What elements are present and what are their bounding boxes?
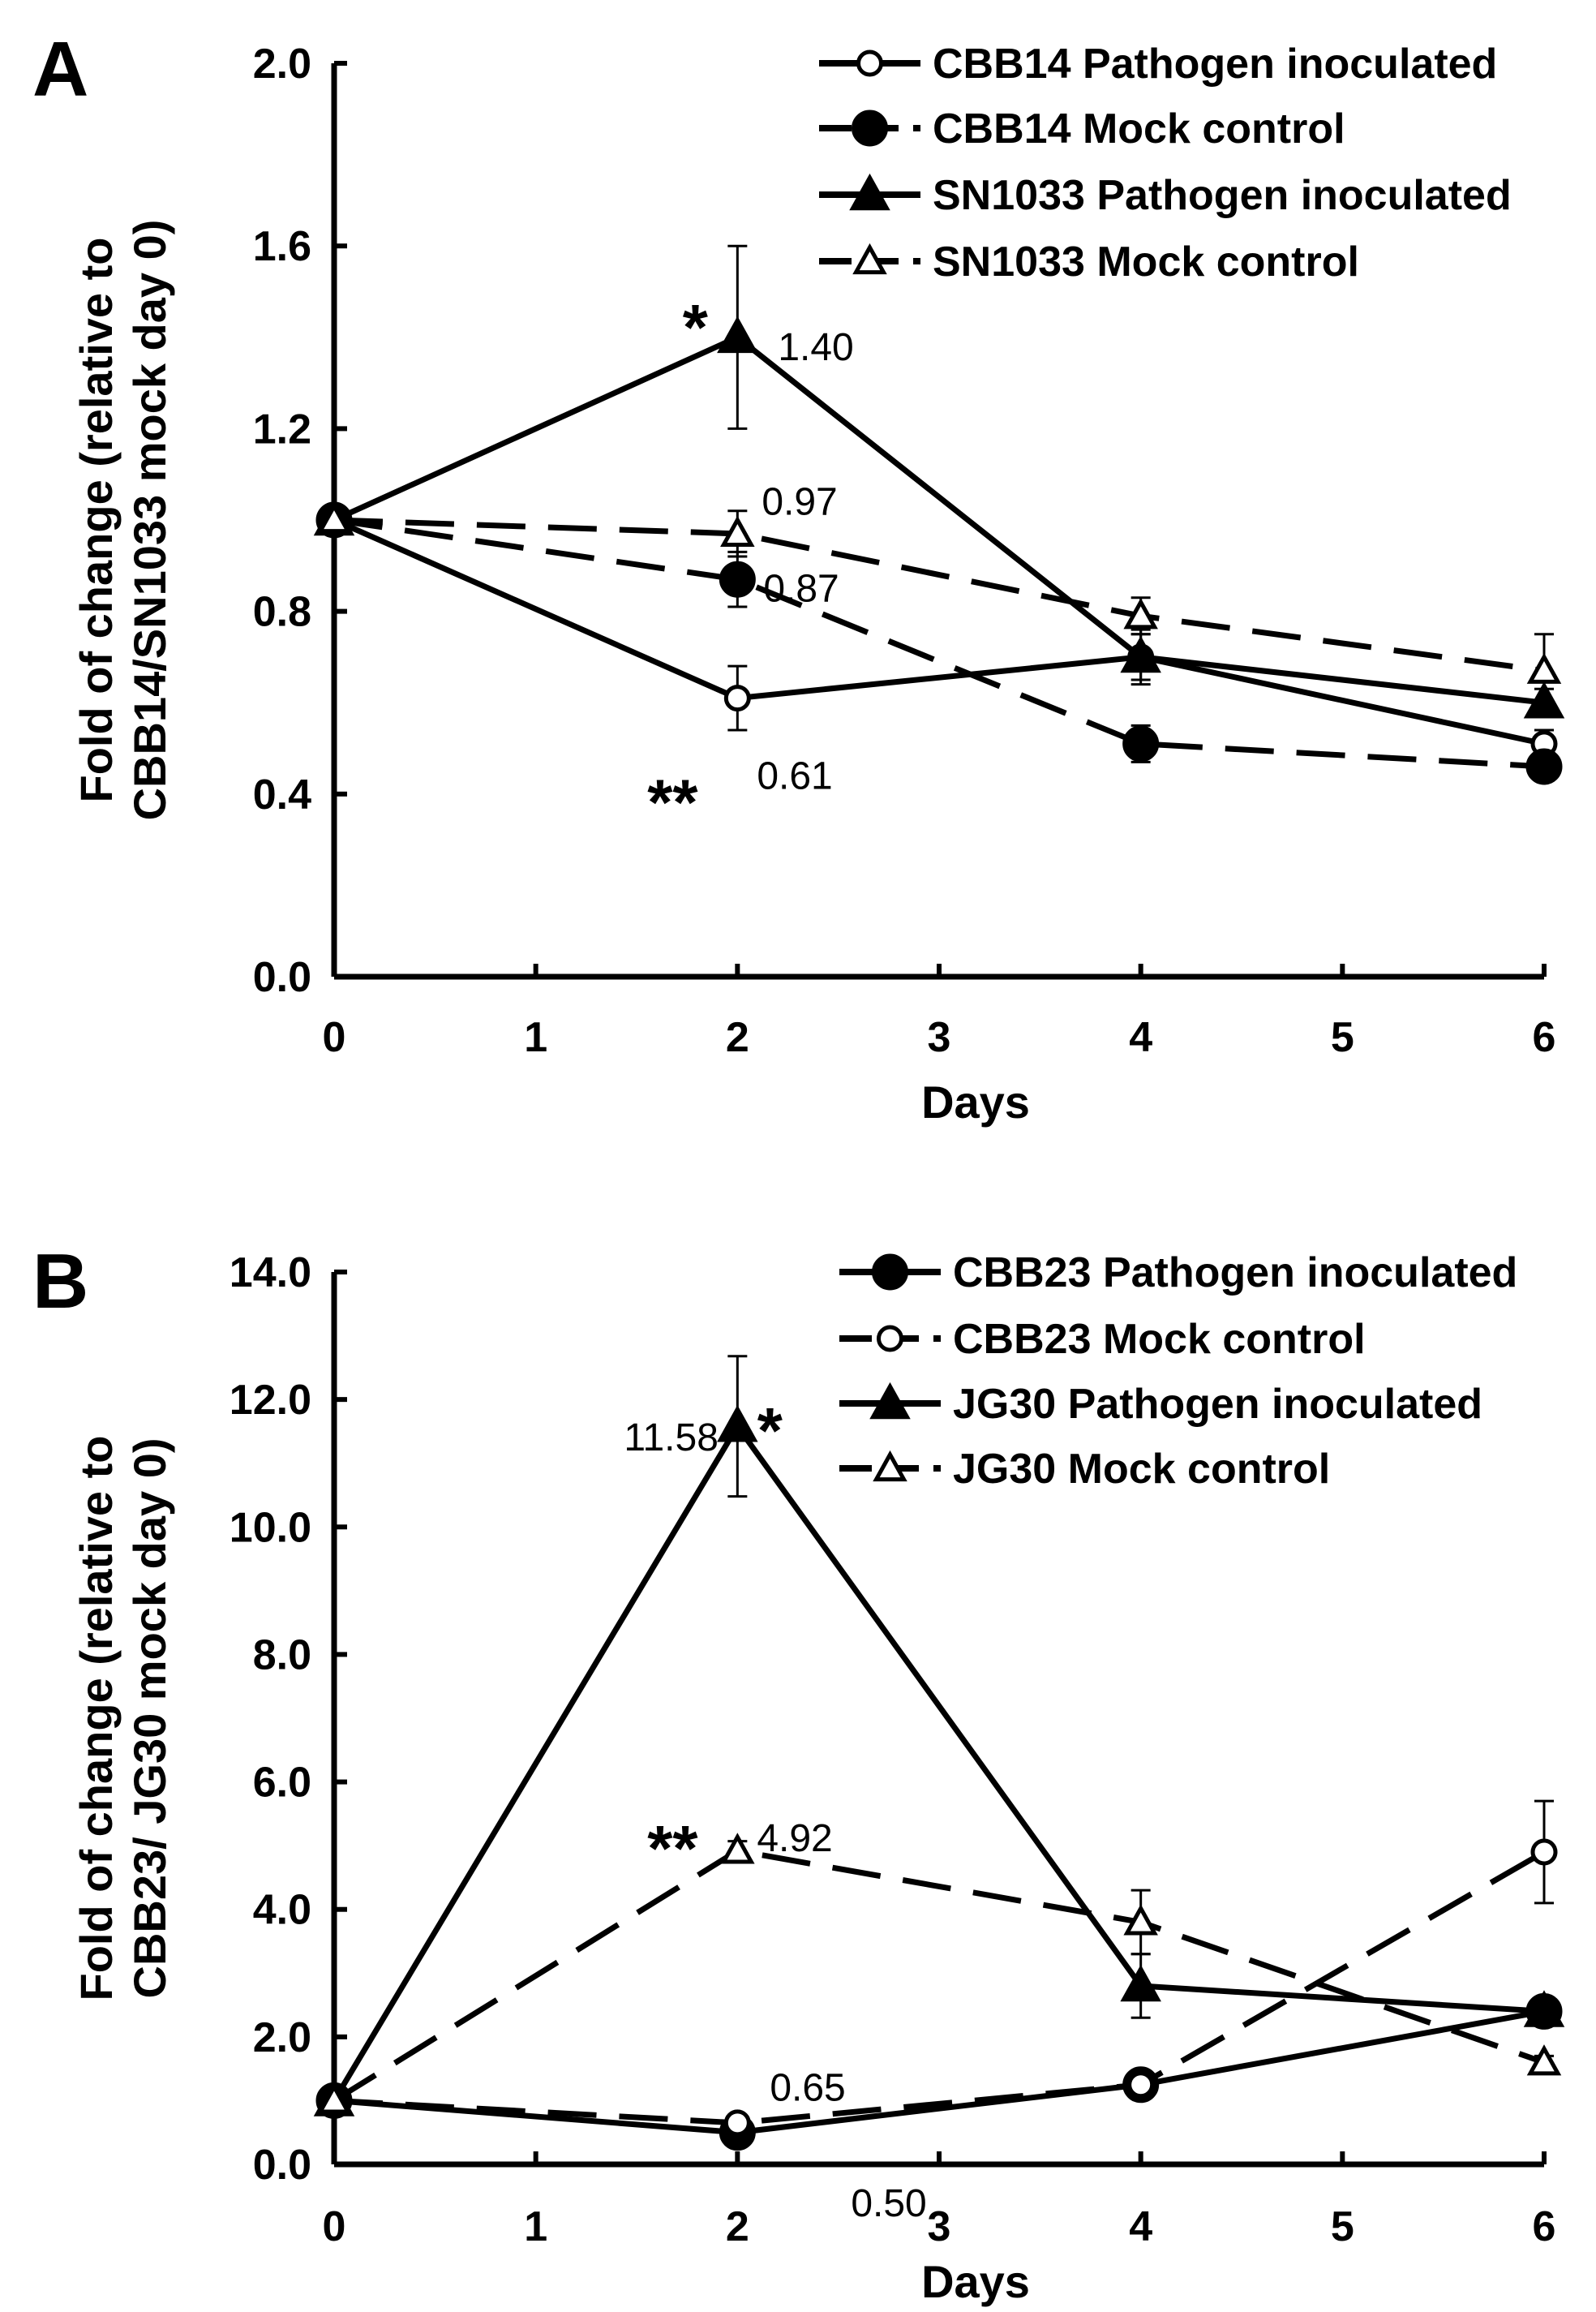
x-tick-label: 0 (323, 2203, 346, 2250)
legend-label: JG30 Mock control (953, 1446, 1330, 1493)
series-line (331, 1423, 1545, 2103)
data-point (720, 1833, 755, 1864)
panel-b-letter: B (32, 1238, 88, 1325)
x-tick-label: 5 (1331, 2203, 1354, 2250)
y-axis-title-line: CBB23/ JG30 mock day 0) (124, 1438, 175, 1999)
data-point (316, 2082, 352, 2114)
series-line (333, 2008, 1545, 2136)
x-tick-label: 2 (726, 1014, 749, 1061)
x-axis-title: Days (921, 1076, 1030, 1128)
legend-label: SN1033 Mock control (933, 239, 1359, 286)
legend-label: CBB14 Pathogen inoculated (933, 41, 1497, 88)
series-line (333, 1849, 1546, 2126)
panel-a-letter: A (32, 26, 88, 113)
series-line (332, 517, 1545, 747)
y-tick-label: 6.0 (253, 1760, 311, 1807)
data-label: 0.87 (763, 567, 839, 610)
x-tick-label: 3 (928, 2203, 951, 2250)
data-label: 11.58 (624, 1416, 719, 1459)
y-tick-label: 2.0 (253, 2014, 311, 2061)
y-tick-label: 14.0 (230, 1249, 311, 1296)
x-axis-title: Days (921, 2256, 1030, 2307)
x-tick-label: 0 (323, 1014, 346, 1061)
x-tick-label: 3 (928, 1014, 951, 1061)
series-line (332, 1847, 1546, 2104)
data-label: 0.50 (851, 2182, 926, 2225)
legend-label: SN1033 Pathogen inoculated (933, 172, 1512, 219)
x-tick-label: 6 (1533, 2203, 1556, 2250)
y-axis-title-line: CBB14/SN1033 mock day 0) (124, 220, 175, 821)
y-tick-label: 0.0 (253, 2142, 311, 2189)
x-tick-label: 5 (1331, 1014, 1354, 1061)
x-tick-label: 4 (1129, 1014, 1152, 1061)
x-tick-label: 1 (524, 1014, 547, 1061)
data-label: 0.65 (770, 2067, 845, 2110)
data-point (719, 561, 756, 598)
legend-label: JG30 Pathogen inoculated (953, 1381, 1482, 1428)
y-tick-label: 1.6 (253, 223, 311, 270)
data-point (1123, 1904, 1158, 1936)
data-point (1523, 1990, 1565, 2027)
y-tick-label: 12.0 (230, 1377, 311, 1424)
series-line (333, 517, 1545, 770)
y-tick-label: 0.0 (253, 954, 311, 1001)
y-tick-label: 8.0 (253, 1631, 311, 1678)
legend-marker (856, 49, 883, 77)
data-point (1122, 725, 1160, 763)
data-point (1530, 1838, 1558, 1866)
significance-marker: ** (647, 766, 698, 838)
legend-label: CBB23 Mock control (953, 1316, 1366, 1363)
legend-marker (869, 1382, 911, 1420)
legend-marker (849, 173, 890, 211)
data-point (1123, 598, 1158, 630)
y-tick-label: 4.0 (253, 1887, 311, 1934)
panel-b-chart: 0.0 2.0 4.0 6.0 8.0 10.0 12.0 14.0 0 1 2 3 4 5 6 Days Fo… (71, 1249, 1565, 2307)
data-point (1120, 635, 1161, 673)
legend-marker (872, 1253, 908, 1291)
significance-marker: * (757, 1395, 783, 1467)
data-label: 1.40 (778, 326, 853, 369)
data-point (1120, 1964, 1161, 2002)
data-point (1127, 2071, 1155, 2099)
data-point (723, 2109, 751, 2137)
legend-marker (852, 110, 888, 147)
data-label: 4.92 (757, 1817, 832, 1860)
x-tick-label: 1 (524, 2203, 547, 2250)
significance-marker: ** (647, 1812, 698, 1884)
x-tick-label: 6 (1533, 1014, 1556, 1061)
legend-marker (877, 1325, 903, 1352)
legend-label: CBB23 Pathogen inoculated (953, 1249, 1517, 1296)
data-point (316, 501, 352, 534)
data-point (1526, 2044, 1562, 2076)
panel-a-chart: 0.0 0.4 0.8 1.2 1.6 2.0 0 1 2 3 4 5 6 Days Fold of cha… (71, 41, 1565, 1128)
legend-marker (873, 1450, 907, 1482)
data-point (717, 316, 758, 354)
y-axis-title-line: Fold of change (relative to (71, 1436, 122, 2001)
series-line (332, 334, 1545, 706)
y-tick-label: 2.0 (253, 41, 311, 88)
data-point (723, 685, 751, 712)
y-tick-label: 0.4 (253, 771, 311, 819)
data-label: 0.97 (762, 480, 837, 523)
y-axis-title-line: Fold of change (relative to (71, 238, 122, 803)
data-point (720, 515, 755, 547)
significance-marker: * (683, 291, 709, 363)
y-tick-label: 0.8 (253, 589, 311, 636)
y-tick-label: 1.2 (253, 406, 311, 453)
data-point (1525, 748, 1563, 785)
legend-marker (852, 243, 887, 275)
x-tick-label: 4 (1129, 2203, 1152, 2250)
data-label: 0.61 (757, 754, 832, 797)
data-point (1526, 652, 1562, 684)
legend-label: CBB14 Mock control (933, 105, 1345, 153)
data-point (717, 1404, 758, 1442)
series-line (333, 517, 1545, 674)
x-tick-label: 2 (726, 2203, 749, 2250)
y-tick-label: 10.0 (230, 1504, 311, 1551)
